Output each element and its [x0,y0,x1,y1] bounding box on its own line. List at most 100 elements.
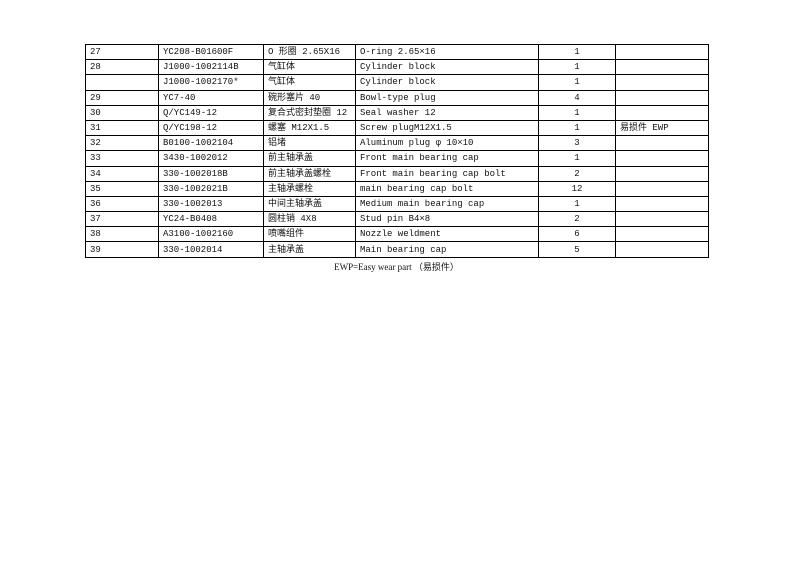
chinese-name: O 形圈 2.65X16 [263,43,356,61]
english-name: Seal washer 12 [355,104,539,121]
quantity: 12 [538,180,616,197]
table-row: 37 YC24-B0408 圆柱销 4X8 Stud pin B4×8 2 [85,211,709,228]
english-name: Nozzle weldment [355,226,539,243]
english-name: Screw plugM12X1.5 [355,119,539,137]
footnote: EWP=Easy wear part （易损件） [334,262,459,272]
table-row: 39 330-1002014 主轴承盖 Main bearing cap 5 [85,241,709,258]
remark [615,241,709,258]
part-number: 330-1002021B [158,180,264,197]
part-number: YC7-40 [158,89,264,106]
part-number: B0100-1002104 [158,135,264,152]
english-name: O-ring 2.65×16 [355,43,539,61]
chinese-name: 铝堵 [263,135,356,152]
chinese-name: 螺塞 M12X1.5 [263,119,356,137]
english-name: Front main bearing cap bolt [355,165,539,182]
english-name: Main bearing cap [355,241,539,258]
item-number: 37 [85,211,159,228]
table-row: 34 330-1002018B 前主轴承盖螺栓 Front main bearing … [85,165,709,182]
item-number [85,74,159,91]
table-row: 32 B0100-1002104 铝堵 Aluminum plug φ 10×10 3 [85,135,709,152]
chinese-name: 中间主轴承盖 [263,195,356,213]
chinese-name: 复合式密封垫圈 12 [263,104,356,121]
table-row: 35 330-1002021B 主轴承螺栓 main bearing cap bolt… [85,180,709,197]
part-number: 330-1002014 [158,241,264,258]
remark [615,165,709,182]
part-number: 3430-1002012 [158,150,264,167]
table-row: J1000-1002170* 气缸体 Cylinder block 1 [85,74,709,91]
quantity: 2 [538,211,616,228]
quantity: 1 [538,150,616,167]
english-name: Aluminum plug φ 10×10 [355,135,539,152]
quantity: 1 [538,59,616,76]
table-row: 28 J1000-1002114B 气缸体 Cylinder block 1 [85,59,709,76]
parts-table: 27 YC208-B01600F O 形圈 2.65X16 O-ring 2.65×1… [85,43,709,258]
quantity: 1 [538,43,616,61]
english-name: Cylinder block [355,74,539,91]
remark [615,195,709,213]
quantity: 2 [538,165,616,182]
chinese-name: 碗形塞片 40 [263,89,356,106]
table-row: 33 3430-1002012 前主轴承盖 Front main bearing ca… [85,150,709,167]
part-number: 330-1002018B [158,165,264,182]
part-number: J1000-1002170* [158,74,264,91]
part-number: 330-1002013 [158,195,264,213]
quantity: 6 [538,226,616,243]
remark [615,74,709,91]
item-number: 35 [85,180,159,197]
english-name: main bearing cap bolt [355,180,539,197]
table-row: 38 A3100-1002160 喷嘴组件 Nozzle weldment 6 [85,226,709,243]
english-name: Front main bearing cap [355,150,539,167]
item-number: 34 [85,165,159,182]
chinese-name: 前主轴承盖 [263,150,356,167]
part-number: A3100-1002160 [158,226,264,243]
chinese-name: 前主轴承盖螺栓 [263,165,356,182]
item-number: 33 [85,150,159,167]
part-number: J1000-1002114B [158,59,264,76]
english-name: Medium main bearing cap [355,195,539,213]
item-number: 28 [85,59,159,76]
chinese-name: 喷嘴组件 [263,226,356,243]
item-number: 36 [85,195,159,213]
part-number: Q/YC149-12 [158,104,264,121]
part-number: Q/YC198-12 [158,119,264,137]
table-row: 31 Q/YC198-12 螺塞 M12X1.5 Screw plugM12X1.5 1… [85,119,709,137]
chinese-name: 主轴承螺栓 [263,180,356,197]
quantity: 1 [538,104,616,121]
item-number: 29 [85,89,159,106]
english-name: Stud pin B4×8 [355,211,539,228]
chinese-name: 主轴承盖 [263,241,356,258]
remark [615,89,709,106]
table-row: 29 YC7-40 碗形塞片 40 Bowl-type plug 4 [85,89,709,106]
remark: 易损件 EWP [615,119,709,137]
item-number: 27 [85,43,159,61]
quantity: 3 [538,135,616,152]
remark [615,59,709,76]
part-number: YC208-B01600F [158,43,264,61]
item-number: 39 [85,241,159,258]
quantity: 1 [538,119,616,137]
remark [615,211,709,228]
item-number: 32 [85,135,159,152]
remark [615,226,709,243]
remark [615,43,709,61]
table-row: 30 Q/YC149-12 复合式密封垫圈 12 Seal washer 12 1 [85,104,709,121]
chinese-name: 气缸体 [263,59,356,76]
remark [615,180,709,197]
quantity: 5 [538,241,616,258]
table-row: 36 330-1002013 中间主轴承盖 Medium main bearing c… [85,195,709,213]
quantity: 1 [538,74,616,91]
quantity: 1 [538,195,616,213]
item-number: 31 [85,119,159,137]
remark [615,150,709,167]
item-number: 38 [85,226,159,243]
item-number: 30 [85,104,159,121]
chinese-name: 气缸体 [263,74,356,91]
table-row: 27 YC208-B01600F O 形圈 2.65X16 O-ring 2.65×1… [85,43,709,61]
remark [615,135,709,152]
english-name: Bowl-type plug [355,89,539,106]
part-number: YC24-B0408 [158,211,264,228]
english-name: Cylinder block [355,59,539,76]
quantity: 4 [538,89,616,106]
chinese-name: 圆柱销 4X8 [263,211,356,228]
